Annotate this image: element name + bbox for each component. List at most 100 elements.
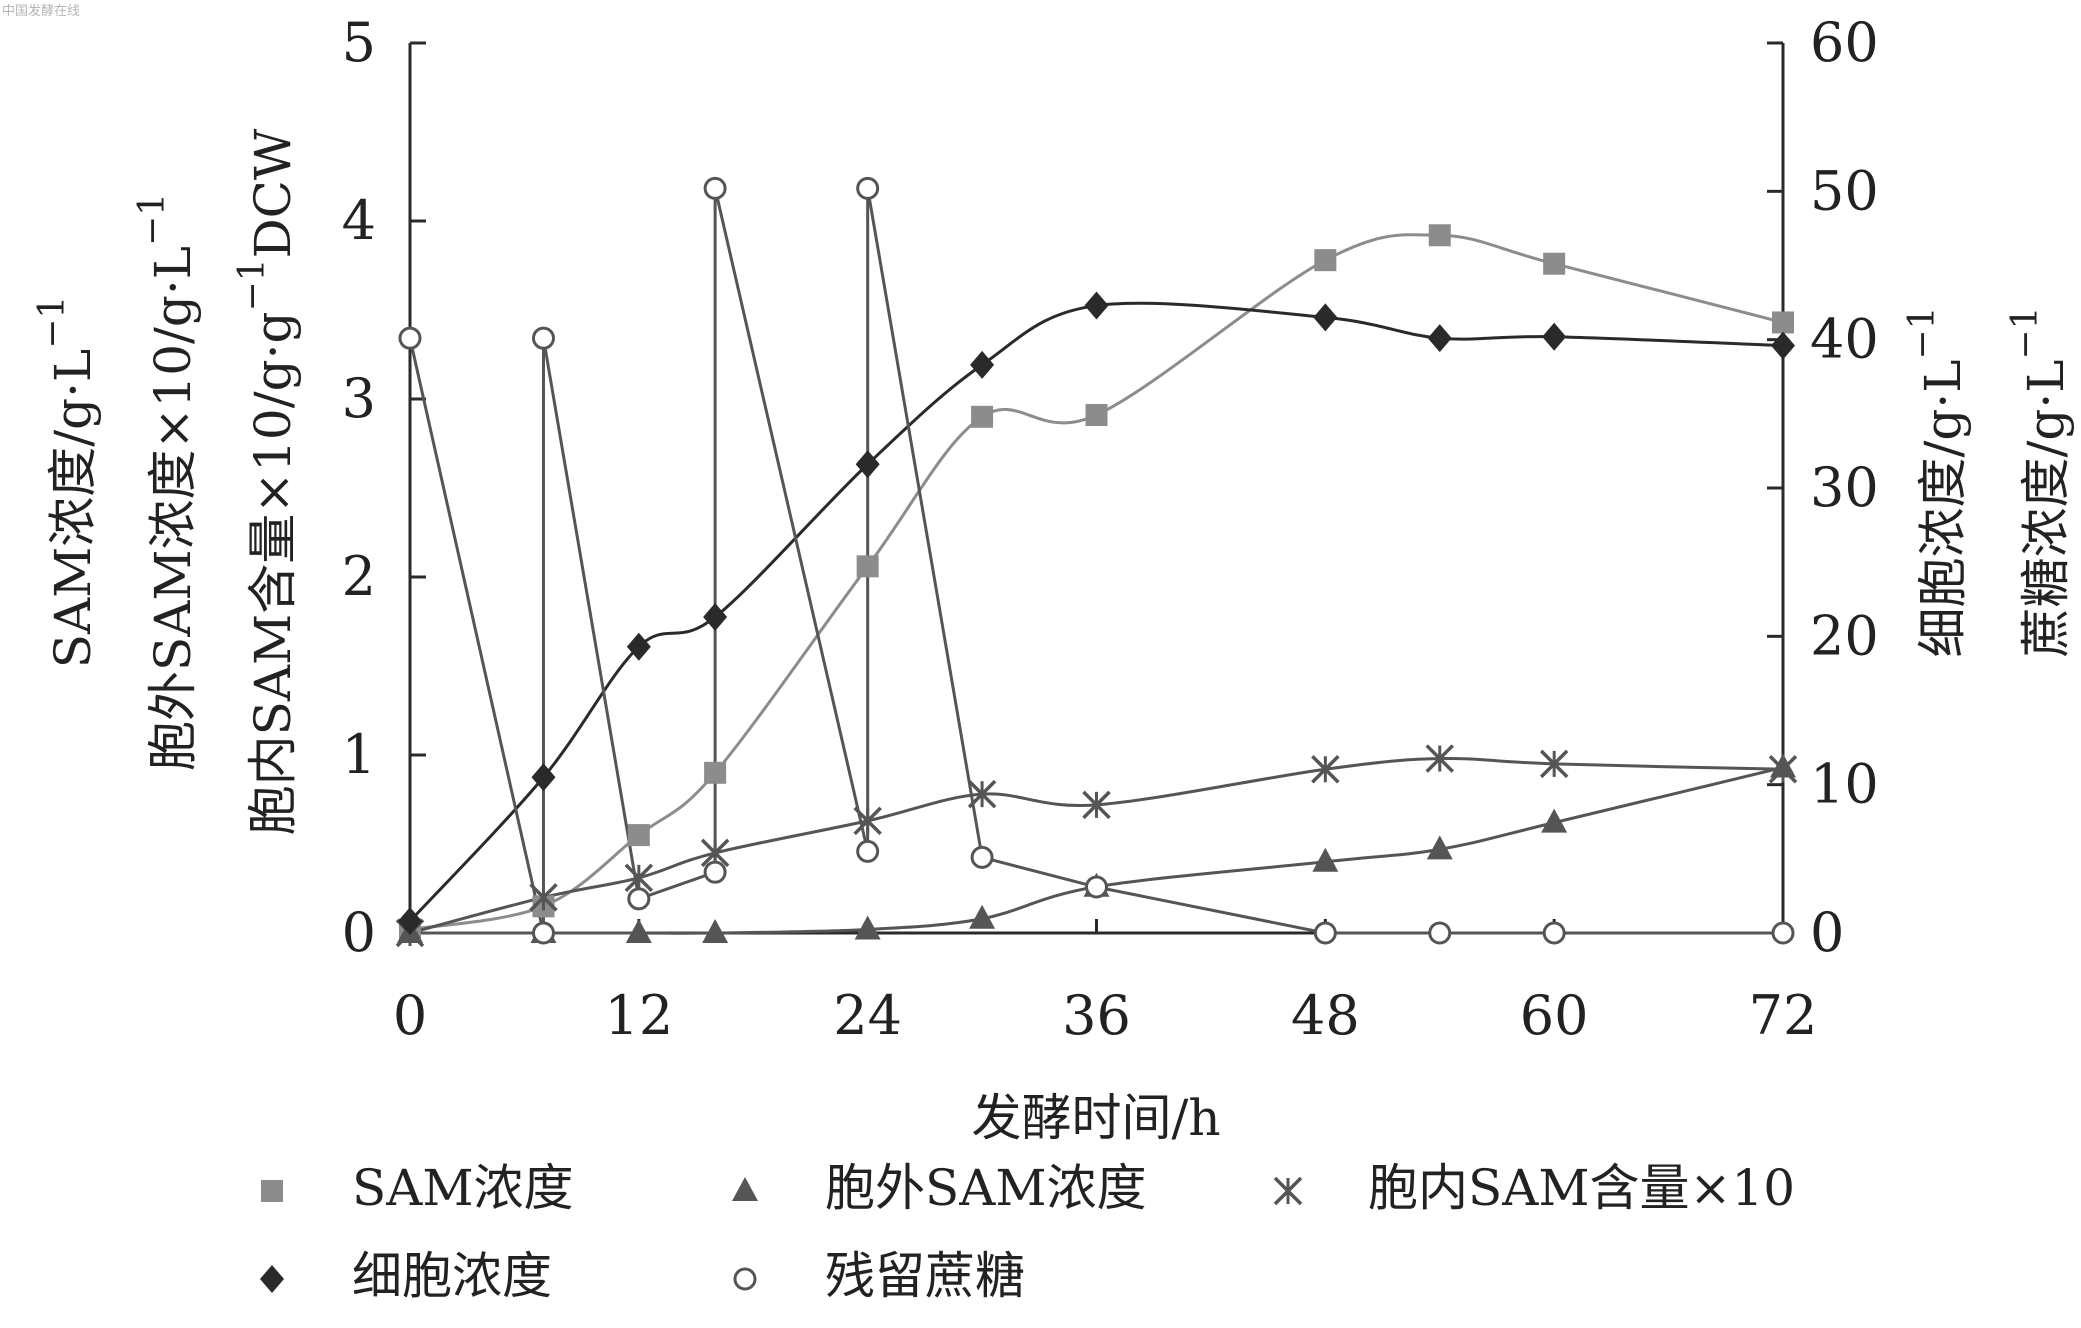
data-point — [1771, 921, 1795, 945]
data-point — [626, 632, 651, 661]
legend-label: 胞内SAM含量×10 — [1368, 1159, 1795, 1217]
data-point — [1313, 303, 1338, 332]
svg-text:SAM浓度/g·L−1: SAM浓度/g·L−1 — [32, 296, 102, 669]
data-point — [1085, 875, 1108, 899]
left-y-tick-label: 2 — [342, 545, 376, 608]
x-tick-label: 60 — [1520, 984, 1589, 1047]
data-point — [625, 919, 652, 943]
right-y-tick-label: 20 — [1810, 604, 1879, 667]
data-point — [1428, 224, 1451, 247]
data-point — [398, 907, 422, 936]
data-point — [531, 763, 556, 792]
sucrose-line — [408, 188, 1783, 935]
data-point — [1314, 249, 1337, 272]
svg-text:蔗糖浓度/g·L−1: 蔗糖浓度/g·L−1 — [2005, 306, 2075, 657]
x-axis-title: 发酵时间/h — [971, 1089, 1220, 1147]
legend-marker — [732, 1177, 758, 1201]
trend-curve — [410, 766, 1784, 935]
right-y-tick-label: 0 — [1810, 901, 1844, 964]
axis-labels: 0 12 24 36 48 60 720123450102030405060发酵时间/hSA… — [32, 11, 2075, 1147]
data-point — [624, 863, 654, 893]
data-point — [970, 350, 995, 379]
data-point — [1772, 311, 1794, 334]
right-y-axis-title-line: 细胞浓度/g·L−1 — [1902, 306, 1972, 657]
data-point — [855, 450, 880, 479]
data-point — [1768, 755, 1798, 784]
data-point — [531, 921, 555, 945]
right-y-tick-label: 40 — [1810, 308, 1879, 371]
legend: SAM浓度 胞外SAM浓度 胞内SAM含量×10 细胞浓度 残留蔗糖 — [260, 1159, 1795, 1305]
data-point — [1312, 847, 1339, 872]
left-y-tick-label: 3 — [342, 367, 376, 430]
data-point — [1543, 252, 1566, 275]
data-point — [529, 883, 558, 912]
trend-curve — [409, 233, 1784, 931]
data-point — [854, 915, 881, 940]
data-point — [971, 405, 994, 428]
watermark: 中国发酵在线 — [2, 4, 81, 19]
svg-text:胞内SAM含量×10/g·g−1DCW: 胞内SAM含量×10/g·g−1DCW — [232, 128, 302, 835]
data-point — [398, 326, 422, 350]
svg-text:细胞浓度/g·L−1: 细胞浓度/g·L−1 — [1902, 306, 1972, 657]
data-markers — [395, 176, 1798, 948]
right-y-tick-label: 60 — [1810, 11, 1879, 74]
data-point — [1771, 331, 1795, 360]
left-y-axis-title-line: SAM浓度/g·L−1 — [32, 296, 102, 669]
right-y-tick-label: 50 — [1810, 159, 1879, 222]
legend-label: 细胞浓度 — [352, 1247, 552, 1305]
legend-marker — [1273, 1176, 1303, 1206]
data-point — [967, 779, 997, 809]
x-tick-label: 12 — [604, 984, 673, 1047]
data-point — [1085, 404, 1108, 427]
data-point — [970, 845, 994, 869]
data-point — [1313, 921, 1337, 945]
right-y-axis-title-line: 蔗糖浓度/g·L−1 — [2005, 306, 2075, 657]
x-tick-label: 72 — [1749, 984, 1818, 1047]
data-point — [1426, 835, 1453, 860]
legend-label: 胞外SAM浓度 — [825, 1159, 1147, 1217]
data-point — [853, 806, 882, 836]
trend-curve — [408, 301, 1784, 923]
data-point — [703, 860, 727, 884]
data-point — [856, 555, 879, 578]
data-point — [627, 887, 651, 911]
x-tick-label: 24 — [833, 984, 902, 1047]
data-point — [531, 326, 555, 350]
x-tick-label: 36 — [1062, 984, 1131, 1047]
right-y-tick-label: 10 — [1810, 753, 1879, 816]
legend-marker — [260, 1265, 284, 1293]
data-point — [1542, 322, 1567, 351]
data-point — [627, 824, 650, 847]
data-point — [1539, 749, 1569, 779]
data-point — [856, 839, 880, 863]
left-y-tick-label: 0 — [342, 901, 376, 964]
svg-text:胞外SAM浓度×10/g·L−1: 胞外SAM浓度×10/g·L−1 — [132, 193, 202, 771]
data-point — [1084, 291, 1109, 320]
left-y-axis-title-line: 胞外SAM浓度×10/g·L−1 — [132, 193, 202, 771]
data-point — [1427, 324, 1452, 353]
data-point — [1542, 921, 1566, 945]
left-y-axis-title-line: 胞内SAM含量×10/g·g−1DCW — [232, 128, 302, 835]
legend-marker — [261, 1180, 283, 1202]
left-y-tick-label: 5 — [342, 11, 376, 74]
data-point — [1082, 790, 1111, 820]
data-point — [702, 919, 729, 943]
data-point — [703, 603, 728, 632]
legend-label: 残留蔗糖 — [825, 1247, 1025, 1305]
x-tick-label: 48 — [1291, 984, 1360, 1047]
x-tick-label: 0 — [393, 984, 427, 1047]
left-y-tick-label: 4 — [342, 189, 376, 252]
legend-label: SAM浓度 — [352, 1159, 574, 1217]
legend-marker — [733, 1267, 757, 1291]
data-point — [1428, 921, 1452, 945]
data-point — [969, 904, 996, 929]
data-point — [1311, 755, 1340, 784]
right-y-tick-label: 30 — [1810, 456, 1879, 519]
data-point — [703, 176, 727, 200]
data-point — [704, 761, 727, 784]
data-point — [1541, 808, 1568, 833]
trend-curve — [409, 756, 1784, 935]
data-point — [1425, 744, 1454, 773]
left-y-tick-label: 1 — [342, 723, 376, 786]
